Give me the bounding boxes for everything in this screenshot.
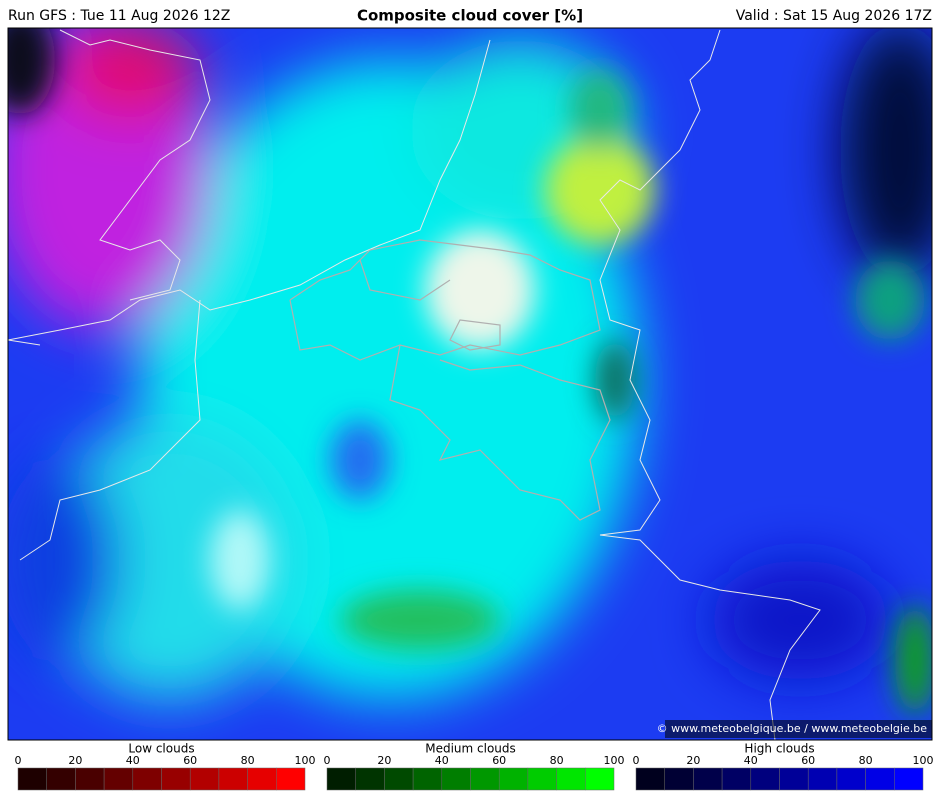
legend-swatch: [750, 767, 780, 791]
legend-title: Low clouds: [128, 742, 194, 756]
map-frame: [7, 27, 933, 741]
map: © www.meteobelgique.be / www.meteobelgie…: [8, 28, 932, 740]
legend-swatch: [441, 767, 471, 791]
legend-swatch: [17, 767, 47, 791]
legend-swatch: [470, 767, 500, 791]
legend-tick: 40: [744, 754, 758, 767]
legend-swatch: [276, 767, 306, 791]
legend-tick: 20: [686, 754, 700, 767]
legend-swatch: [635, 767, 665, 791]
legend-swatch: [721, 767, 752, 791]
legend-tick: 20: [68, 754, 82, 767]
legend-swatch: [779, 767, 809, 791]
legend-tick: 0: [15, 754, 22, 767]
legend-tick: 80: [550, 754, 564, 767]
legend-swatch: [326, 767, 356, 791]
legend-swatch: [664, 767, 694, 791]
run-label: Run GFS : Tue 11 Aug 2026 12Z: [8, 8, 230, 24]
legend-swatch: [384, 767, 414, 791]
legend-swatch: [75, 767, 105, 791]
legend-tick: 80: [859, 754, 873, 767]
legend-tick: 100: [604, 754, 625, 767]
legend-swatch: [46, 767, 76, 791]
legend-tick: 0: [324, 754, 331, 767]
legend-title: High clouds: [744, 742, 814, 756]
legend-tick: 100: [295, 754, 316, 767]
legends: Low clouds 0 20 40 60 80 100 Medium clouds 0 20 40…: [15, 742, 934, 791]
legend-swatch: [894, 767, 924, 791]
legend-tick: 60: [183, 754, 197, 767]
legend-swatch: [355, 767, 385, 791]
legend-tick: 0: [633, 754, 640, 767]
credit: © www.meteobelgique.be / www.meteobelgie…: [657, 722, 928, 735]
valid-label: Valid : Sat 15 Aug 2026 17Z: [736, 8, 932, 24]
legend-swatch: [161, 767, 191, 791]
legend-swatch: [836, 767, 866, 791]
legend-swatch: [412, 767, 443, 791]
legend-swatch: [103, 767, 134, 791]
legend-tick: 40: [435, 754, 449, 767]
legend-swatch: [132, 767, 162, 791]
legend-swatch: [807, 767, 838, 791]
legend-tick: 100: [913, 754, 934, 767]
legend-swatch: [218, 767, 248, 791]
legend-swatch: [498, 767, 529, 791]
legend-swatch: [693, 767, 723, 791]
legend-tick: 80: [241, 754, 255, 767]
legend-tick: 20: [377, 754, 391, 767]
title: Composite cloud cover [%]: [357, 7, 583, 25]
legend-swatch: [865, 767, 895, 791]
legend-swatch: [247, 767, 277, 791]
legend-tick: 60: [492, 754, 506, 767]
legend-swatch: [556, 767, 586, 791]
legend-tick: 40: [126, 754, 140, 767]
legend-tick: 60: [801, 754, 815, 767]
legend-title: Medium clouds: [425, 742, 516, 756]
legend-swatch: [189, 767, 220, 791]
legend-swatch: [527, 767, 557, 791]
legend-swatch: [585, 767, 615, 791]
